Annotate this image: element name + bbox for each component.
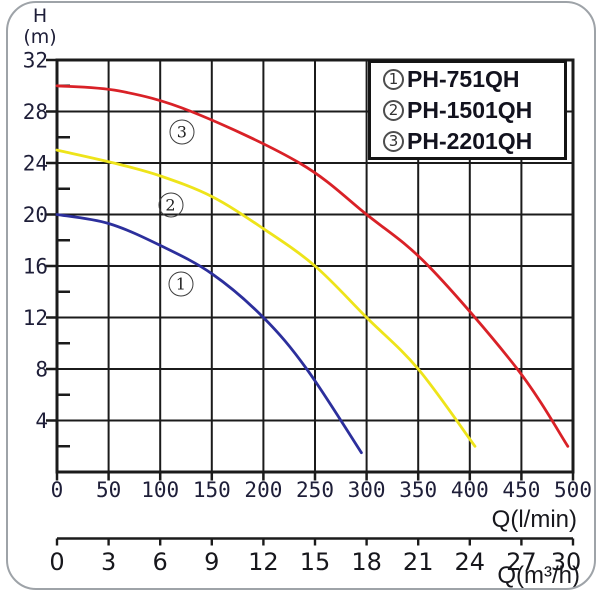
x-tick-label: 100	[141, 478, 179, 502]
x-tick-label: 300	[348, 478, 386, 502]
axis-ticks	[46, 58, 575, 481]
y-axis-title: H (m)	[16, 6, 64, 48]
x2-tick-label: 9	[204, 548, 219, 576]
performance-curves	[55, 84, 570, 455]
tick-labels: 0 50 100 150 200 250 300 350 400 450 5004812162024…	[23, 49, 592, 503]
legend-box: 1 PH-751QH 2 PH-1501QH 3 PH-2201QH	[368, 60, 567, 160]
x-tick-label: 350	[399, 478, 437, 502]
y-tick-label: 32	[23, 49, 48, 73]
x2-tick-label: 3	[101, 548, 116, 576]
x2-tick-label: 15	[300, 548, 331, 576]
legend-marker-circle: 1	[383, 68, 404, 90]
curve-PH-1501QH	[55, 148, 477, 448]
x-axis-primary-title: Q(l/min)	[491, 506, 577, 533]
x-axis-secondary-title: Q(m³/h)	[497, 562, 580, 589]
x-tick-label: 500	[554, 478, 592, 502]
curve-PH-751QH	[55, 213, 363, 455]
x-tick-label: 0	[51, 478, 64, 502]
x2-tick-label: 0	[49, 548, 64, 576]
legend-series-name: PH-1501QH	[407, 96, 533, 123]
x2-tick-label: 24	[455, 548, 486, 576]
x2-tick-label: 27	[506, 548, 537, 576]
secondary-axis: 0 3 6 9 12 15 18 21 24 27 30	[49, 537, 582, 576]
curve-number-marker-1: 1	[168, 271, 194, 297]
y-axis-title-symbol: H	[32, 5, 48, 27]
legend-series-name: PH-2201QH	[407, 127, 533, 154]
curve-number-marker-2: 2	[158, 192, 184, 218]
legend-series-name: PH-751QH	[407, 65, 520, 92]
x2-tick-label: 6	[153, 548, 168, 576]
x2-tick-label: 12	[248, 548, 279, 576]
x-tick-label: 150	[193, 478, 231, 502]
legend-item-PH-2201QH: 3 PH-2201QH	[383, 127, 564, 156]
x-tick-label: 250	[296, 478, 334, 502]
y-tick-label: 12	[23, 306, 48, 330]
legend-item-PH-1501QH: 2 PH-1501QH	[383, 96, 564, 125]
y-tick-label: 20	[23, 203, 48, 227]
x2-tick-label: 21	[403, 548, 434, 576]
x-tick-label: 400	[451, 478, 489, 502]
x-tick-label: 450	[502, 478, 540, 502]
x2-tick-label: 18	[351, 548, 382, 576]
x-tick-label: 200	[244, 478, 282, 502]
legend-marker-circle: 2	[383, 99, 404, 121]
curve-number-marker-3: 3	[169, 119, 195, 145]
y-tick-label: 4	[35, 409, 48, 433]
y-tick-label: 8	[35, 358, 48, 382]
curve-PH-2201QH	[55, 84, 570, 448]
legend-item-PH-751QH: 1 PH-751QH	[383, 65, 564, 94]
y-tick-label: 16	[23, 255, 48, 279]
y-axis-title-unit: (m)	[23, 26, 57, 48]
y-tick-label: 24	[23, 152, 48, 176]
legend-marker-circle: 3	[383, 130, 404, 152]
x-tick-label: 50	[96, 478, 121, 502]
y-tick-label: 28	[23, 100, 48, 124]
x2-tick-label: 30	[551, 548, 582, 576]
